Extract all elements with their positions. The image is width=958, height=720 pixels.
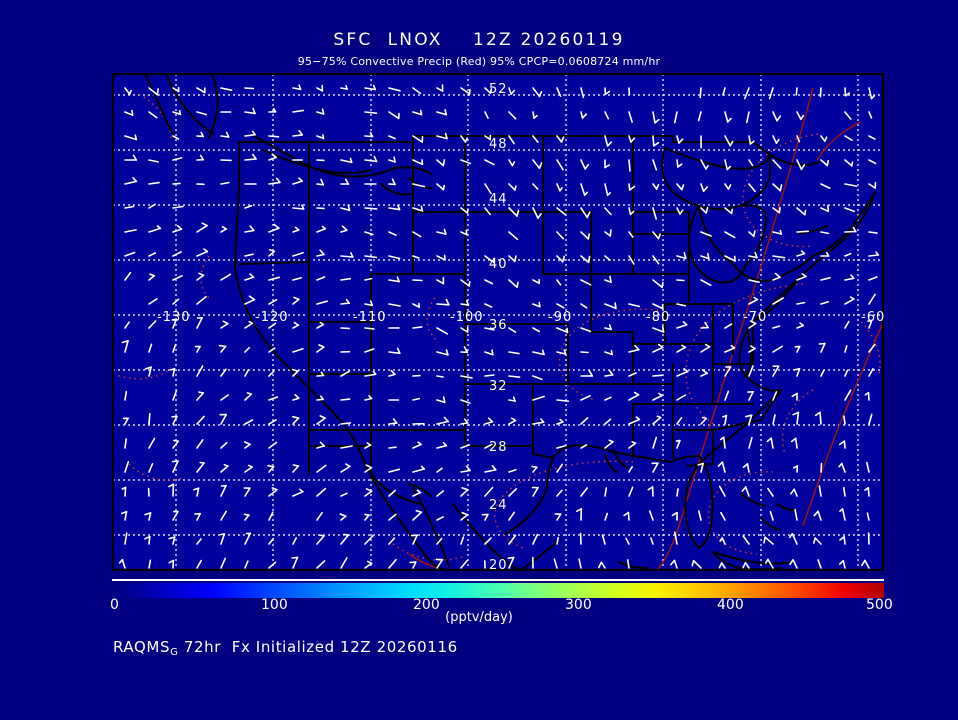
- colorbar-tick-label: 500: [866, 597, 893, 613]
- colorbar-tick-label: 200: [413, 597, 440, 613]
- colorbar-tick-label: 300: [565, 597, 592, 613]
- page-subtitle: 95−75% Convective Precip (Red) 95% CPCP=…: [297, 55, 661, 68]
- colorbar-tick-label: 400: [717, 597, 744, 613]
- wind-barb-field: [118, 84, 880, 569]
- ytick-label: 28: [489, 440, 508, 455]
- ytick-label: 52: [489, 82, 508, 97]
- xtick-label: -110: [353, 310, 387, 325]
- model-subscript: G: [170, 647, 179, 658]
- colorbar-top-rule: [112, 579, 884, 581]
- colorbar-tick-label: 100: [261, 597, 288, 613]
- map-gridlines: [113, 74, 883, 570]
- map-plot-area: [112, 73, 884, 571]
- ytick-label: 24: [489, 498, 508, 513]
- colorbar: [112, 583, 884, 598]
- map-svg: [113, 74, 883, 570]
- xtick-label: -120: [255, 310, 289, 325]
- ytick-label: 40: [489, 257, 508, 272]
- model-run-text: 72hr Fx Initialized 12Z 20260116: [178, 638, 458, 656]
- xtick-label: -100: [450, 310, 484, 325]
- ytick-label: 36: [489, 318, 508, 333]
- xtick-label: -80: [646, 310, 671, 325]
- page-title: SFC LNOX 12Z 20260119: [333, 30, 625, 50]
- colorbar-tick-label: 0: [110, 597, 119, 613]
- model-run-caption: RAQMSG 72hr Fx Initialized 12Z 20260116: [113, 638, 458, 658]
- colorbar-units-label: (pptv/day): [445, 610, 513, 625]
- ytick-label: 48: [489, 137, 508, 152]
- xtick-label: -60: [861, 310, 886, 325]
- ytick-label: 44: [489, 192, 508, 207]
- xtick-label: -130: [157, 310, 191, 325]
- ytick-label: 20: [489, 558, 508, 573]
- ytick-label: 32: [489, 379, 508, 394]
- xtick-label: -90: [548, 310, 573, 325]
- map-border: [113, 74, 883, 570]
- model-name: RAQMS: [113, 638, 171, 656]
- xtick-label: -70: [743, 310, 768, 325]
